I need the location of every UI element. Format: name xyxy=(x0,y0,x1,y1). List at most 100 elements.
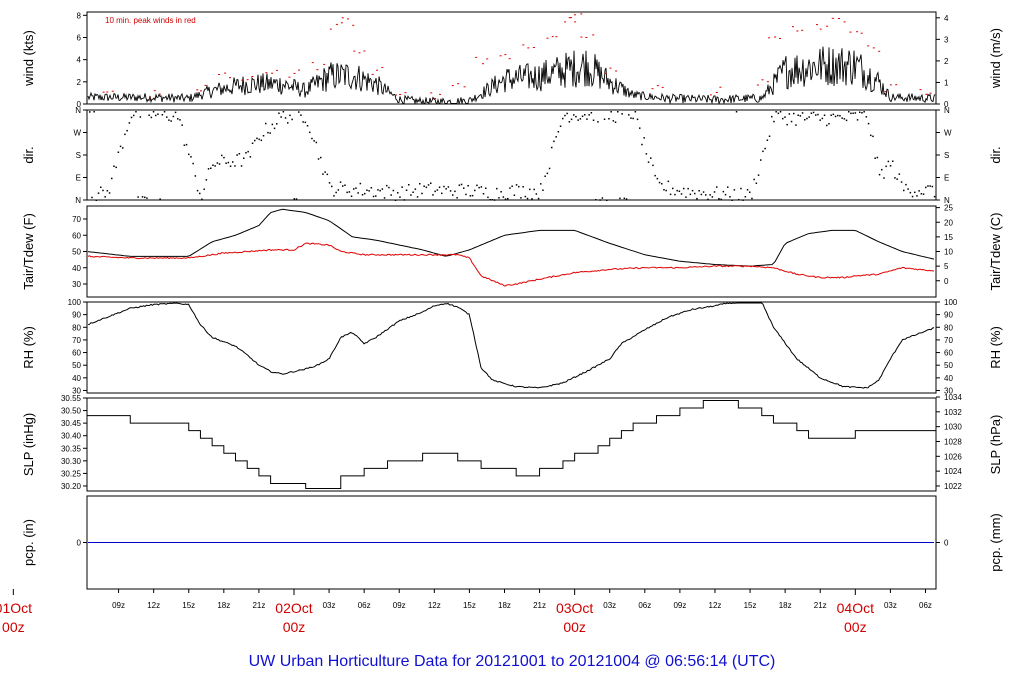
wind-peak-dot xyxy=(819,28,822,30)
slp-right-tick-label: 1024 xyxy=(944,467,962,476)
dir-direction-dot xyxy=(922,193,925,195)
dir-direction-dot xyxy=(731,199,733,201)
wind-peak-dot xyxy=(204,84,207,86)
dir-direction-dot xyxy=(364,192,366,195)
dir-direction-dot xyxy=(124,133,126,136)
dir-direction-dot xyxy=(892,160,894,162)
dir-direction-dot xyxy=(854,112,857,114)
dir-direction-dot xyxy=(513,194,516,196)
dir-direction-dot xyxy=(691,189,694,192)
dir-direction-dot xyxy=(445,188,447,190)
dir-direction-dot xyxy=(667,180,670,183)
dir-direction-dot xyxy=(850,112,852,115)
dir-direction-dot xyxy=(487,196,489,199)
dir-direction-dot xyxy=(810,112,813,114)
dir-direction-dot xyxy=(518,185,520,188)
dir-direction-dot xyxy=(933,195,936,198)
wind-peak-dot xyxy=(849,31,852,33)
x-tick-label: 18z xyxy=(217,601,230,610)
wind-peak-dot xyxy=(856,31,859,33)
dir-direction-dot xyxy=(760,159,762,161)
dir-direction-dot xyxy=(663,189,665,191)
dir-direction-dot xyxy=(262,135,265,137)
dir-direction-dot xyxy=(707,198,709,201)
dir-direction-dot xyxy=(438,186,441,188)
wind-peak-dot xyxy=(504,54,507,56)
dir-direction-dot xyxy=(452,194,454,196)
x-tick-label: 21z xyxy=(814,601,827,610)
dir-direction-dot xyxy=(504,198,507,200)
dir-direction-dot xyxy=(102,189,104,192)
temp-ylabel-right: Tair/Tdew (C) xyxy=(988,212,1003,290)
dir-direction-dot xyxy=(672,187,674,190)
x-tick-label: 06z xyxy=(638,601,651,610)
dir-direction-dot xyxy=(300,114,302,116)
wind-left-tick-label: 2 xyxy=(77,78,82,87)
dir-direction-dot xyxy=(166,116,168,118)
dir-direction-dot xyxy=(678,190,681,192)
dir-direction-dot xyxy=(689,193,692,196)
dir-direction-dot xyxy=(454,190,456,193)
dir-direction-dot xyxy=(548,167,551,170)
wind-peak-dot xyxy=(564,21,567,23)
wind-peak-dot xyxy=(341,17,344,19)
temp-right-tick-label: 0 xyxy=(944,277,949,286)
dir-left-tick-label: N xyxy=(75,106,81,115)
dir-direction-dot xyxy=(515,184,518,186)
wind-peak-dot xyxy=(715,92,718,93)
wind-peak-dot xyxy=(352,24,355,26)
dir-direction-dot xyxy=(826,124,828,127)
dir-direction-dot xyxy=(260,139,263,142)
dir-direction-dot xyxy=(192,162,194,165)
slp-right-tick-label: 1022 xyxy=(944,482,962,491)
wind-peak-dot xyxy=(434,97,437,99)
dir-direction-dot xyxy=(474,189,476,192)
dir-direction-dot xyxy=(240,165,243,167)
wind-peak-dot xyxy=(546,37,549,39)
x-date-label: 03Oct xyxy=(556,600,593,616)
dir-direction-dot xyxy=(729,196,731,198)
dir-direction-dot xyxy=(394,199,397,201)
wind-peak-dot xyxy=(838,18,840,19)
dir-direction-dot xyxy=(196,189,199,192)
dir-direction-dot xyxy=(584,114,586,116)
dir-direction-dot xyxy=(511,185,513,187)
dir-direction-dot xyxy=(104,196,106,198)
dir-direction-dot xyxy=(392,189,395,192)
dir-left-tick-label: W xyxy=(73,129,81,138)
wind-peak-dot xyxy=(656,85,659,87)
wind-left-tick-label: 8 xyxy=(77,11,82,20)
dir-direction-dot xyxy=(278,112,280,114)
wind-peak-dot xyxy=(439,93,442,95)
dir-direction-dot xyxy=(843,118,846,120)
dir-direction-dot xyxy=(559,125,562,127)
dir-direction-dot xyxy=(832,113,835,116)
dir-direction-dot xyxy=(267,131,269,134)
dir-direction-dot xyxy=(430,182,432,184)
dir-direction-dot xyxy=(887,160,890,163)
dir-direction-dot xyxy=(476,184,478,187)
pcp-ylabel-right: pcp. (mm) xyxy=(988,513,1003,572)
wind-peak-dot xyxy=(609,67,612,69)
wind-peak-dot xyxy=(196,89,199,91)
dir-direction-dot xyxy=(115,166,117,169)
rh-right-tick-label: 100 xyxy=(944,298,958,307)
dir-direction-dot xyxy=(768,135,771,137)
wind-peak-dot xyxy=(323,63,326,65)
dir-direction-dot xyxy=(357,192,359,194)
dir-direction-dot xyxy=(232,161,234,163)
wind-peak-dot xyxy=(153,90,156,92)
dir-direction-dot xyxy=(797,114,799,116)
dir-direction-dot xyxy=(581,115,584,117)
dir-direction-dot xyxy=(295,198,298,200)
dir-direction-dot xyxy=(661,183,663,185)
chart-title: UW Urban Horticulture Data for 20121001 … xyxy=(249,653,776,670)
dir-direction-dot xyxy=(284,117,287,119)
dir-direction-dot xyxy=(298,111,300,113)
dir-direction-dot xyxy=(425,186,428,189)
dir-direction-dot xyxy=(401,186,403,188)
dir-direction-dot xyxy=(214,165,216,167)
dir-direction-dot xyxy=(533,188,535,191)
dir-direction-dot xyxy=(304,121,307,124)
